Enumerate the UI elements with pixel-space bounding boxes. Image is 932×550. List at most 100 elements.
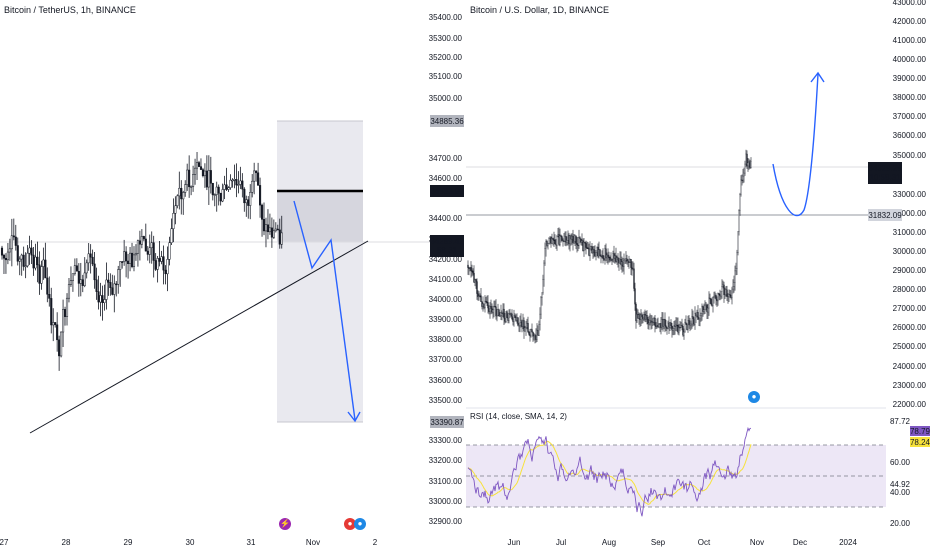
candle-body xyxy=(85,262,88,274)
candle-body xyxy=(203,170,206,177)
candle-body xyxy=(555,243,557,246)
flag-badge-icon[interactable]: ● xyxy=(748,391,760,403)
candle-body xyxy=(62,309,65,333)
tag-current-text: 34329.25 xyxy=(868,164,902,173)
price-axis-label: 33700.00 xyxy=(429,355,463,364)
trend-line xyxy=(29,240,369,434)
candle-body xyxy=(542,279,544,293)
candle-body xyxy=(677,324,679,333)
candle-body xyxy=(577,244,579,246)
flag-badge-icon[interactable]: ● xyxy=(354,518,366,530)
candle-body xyxy=(556,236,558,246)
price-axis-label: 28000.00 xyxy=(893,285,927,294)
candle-body xyxy=(575,235,577,244)
candle-body xyxy=(738,210,740,232)
candle-body xyxy=(636,314,638,322)
price-axis-label: 33100.00 xyxy=(429,477,463,486)
price-axis-label: 26000.00 xyxy=(893,323,927,332)
left-chart-title: Bitcoin / TetherUS, 1h, BINANCE xyxy=(4,5,136,15)
right-chart-canvas[interactable]: 43000.00 42000.00 41000.00 40000.00 39000.00… xyxy=(466,0,932,550)
candle-body xyxy=(705,304,707,307)
candle-body xyxy=(32,254,35,269)
candle-body xyxy=(584,241,586,244)
candle-body xyxy=(150,242,153,249)
candle-body xyxy=(650,320,652,323)
candle-body xyxy=(75,265,78,272)
price-axis-label: 27000.00 xyxy=(893,304,927,313)
candle-body xyxy=(660,323,662,328)
candle-body xyxy=(496,315,498,317)
tag-top xyxy=(430,115,464,127)
candle-body xyxy=(638,314,640,319)
candle-body xyxy=(588,248,590,256)
time-axis-label: 28 xyxy=(62,538,71,547)
candle-body xyxy=(111,287,114,295)
candle-body xyxy=(691,316,693,325)
candle-body xyxy=(734,270,736,283)
candle-body xyxy=(197,162,201,167)
candle-body xyxy=(712,297,714,306)
time-axis-label: Jul xyxy=(556,538,566,547)
candle-body xyxy=(91,256,94,265)
rsi-axis-label: 60.00 xyxy=(890,458,911,467)
price-axis-label: 33900.00 xyxy=(429,315,463,324)
candle-body xyxy=(580,238,582,243)
candle-body xyxy=(164,269,167,275)
candle-body xyxy=(67,284,71,299)
price-axis-label: 33200.00 xyxy=(429,456,463,465)
candle-body xyxy=(667,322,669,329)
forecast-arrow-head xyxy=(347,411,361,423)
candle-body xyxy=(594,252,596,257)
candle-body xyxy=(572,235,574,243)
candle-body xyxy=(215,186,218,195)
candle-body xyxy=(633,268,635,289)
candle-body xyxy=(624,259,626,262)
lightning-icon[interactable]: ⚡ xyxy=(279,518,291,530)
candle-body xyxy=(606,254,608,259)
rsi-axis-label: 44.92 xyxy=(890,480,911,489)
candle-body xyxy=(609,257,611,261)
right-chart-panel[interactable]: 43000.00 42000.00 41000.00 40000.00 39000.00… xyxy=(466,0,932,550)
candle-body xyxy=(249,192,252,206)
candle-body xyxy=(225,184,228,190)
candle-body xyxy=(679,327,681,329)
candle-body xyxy=(278,229,281,245)
candle-body xyxy=(107,279,110,283)
candle-body xyxy=(674,325,676,328)
candle-body xyxy=(625,258,627,261)
candle-body xyxy=(166,259,169,275)
candle-body xyxy=(585,243,587,248)
price-axis-label: 34000.00 xyxy=(429,295,463,304)
price-axis-label: 32000.00 xyxy=(893,209,927,218)
left-chart-panel[interactable]: 35400.00 35300.00 35200.00 35100.00 35000.00… xyxy=(0,0,466,550)
price-axis-label: 37000.00 xyxy=(893,112,927,121)
candle-body xyxy=(537,329,539,336)
candle-body xyxy=(697,312,699,320)
candle-body xyxy=(671,325,673,331)
candle-body xyxy=(211,182,214,196)
candle-body xyxy=(87,253,90,264)
left-chart-canvas[interactable]: 35400.00 35300.00 35200.00 35100.00 35000.00… xyxy=(0,0,466,550)
candle-body xyxy=(103,299,106,303)
candle-body xyxy=(622,261,624,267)
candle-body xyxy=(590,246,592,250)
rsi-line xyxy=(467,426,752,517)
candle-body xyxy=(530,329,532,337)
candle-body xyxy=(519,321,521,326)
candle-body xyxy=(219,192,222,202)
candle-body xyxy=(559,235,561,245)
tag-current xyxy=(868,162,902,184)
candle-body xyxy=(251,180,254,193)
candle-body xyxy=(274,228,277,232)
candle-body xyxy=(593,249,595,254)
candle-body xyxy=(687,320,689,331)
candle-body xyxy=(255,170,258,174)
candle-body xyxy=(60,331,63,357)
flag-badge-icon[interactable]: ● xyxy=(344,518,356,530)
candle-body xyxy=(678,327,680,333)
candle-body xyxy=(221,189,224,202)
candle-body xyxy=(706,304,708,313)
candle-body xyxy=(495,306,497,317)
candle-body xyxy=(601,255,603,257)
candle-body xyxy=(140,236,143,245)
